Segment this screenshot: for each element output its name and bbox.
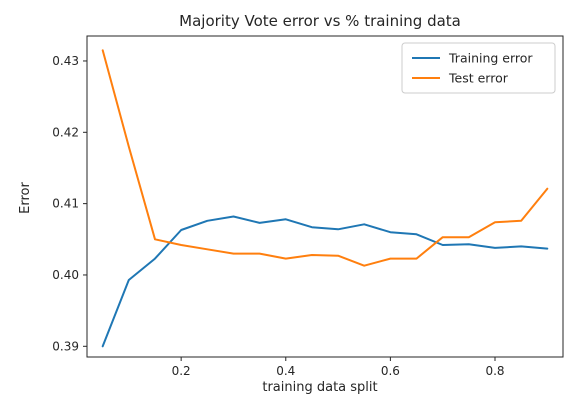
y-axis-label: Error [18,182,33,214]
chart-title: Majority Vote error vs % training data [179,12,461,30]
y-tick-label: 0.42 [52,125,79,139]
y-tick-label: 0.40 [52,268,79,282]
y-tick-label: 0.43 [52,54,79,68]
x-tick-label: 0.8 [485,364,504,378]
x-tick-label: 0.2 [172,364,191,378]
legend-box [401,42,556,94]
x-tick-label: 0.4 [276,364,295,378]
x-tick-label: 0.6 [381,364,400,378]
legend: Training error Test error [401,42,556,94]
x-axis-label: training data split [262,380,377,395]
legend-label-1: Training error [448,51,533,66]
y-tick-label: 0.39 [52,339,79,353]
legend-label-2: Test error [448,71,509,86]
series-line-1 [101,215,549,348]
series-line-2 [101,49,549,267]
y-tick-label: 0.41 [52,197,79,211]
plot-frame [86,35,564,358]
